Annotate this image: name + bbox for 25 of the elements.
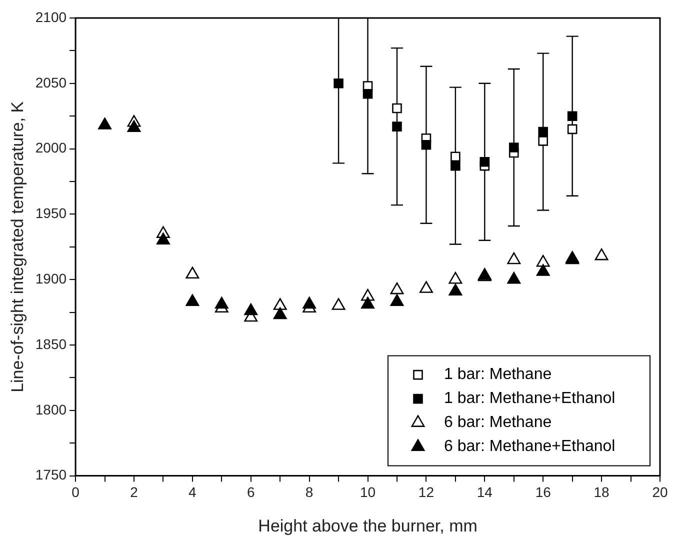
y-tick-label: 1750 (35, 466, 67, 483)
x-tick-label: 2 (130, 484, 138, 500)
legend-label: 1 bar: Methane (444, 366, 552, 384)
legend-label: 1 bar: Methane+Ethanol (444, 390, 616, 408)
x-tick-label: 18 (594, 484, 610, 500)
legend-label: 6 bar: Methane+Ethanol (444, 438, 616, 456)
x-tick-label: 16 (535, 484, 552, 500)
y-tick-label: 1800 (35, 401, 67, 418)
y-tick-label: 1850 (35, 336, 67, 352)
x-tick-label: 6 (246, 484, 255, 500)
y-axis-title: Line-of-sight integrated temperature, K (8, 100, 27, 392)
y-tick-label: 2000 (35, 140, 67, 156)
x-tick-label: 8 (305, 484, 314, 500)
x-axis-title: Height above the burner, mm (258, 516, 478, 536)
y-tick-label: 1950 (35, 205, 67, 222)
x-tick-label: 10 (360, 484, 376, 500)
legend-label: 6 bar: Methane (444, 414, 552, 432)
x-tick-label: 20 (652, 484, 668, 500)
x-tick-label: 14 (476, 484, 493, 500)
x-tick-label: 12 (418, 484, 434, 500)
y-tick-label: 2050 (35, 74, 67, 90)
y-tick-label: 2100 (35, 8, 67, 25)
y-tick-label: 1900 (35, 270, 67, 286)
x-tick-label: 4 (188, 484, 197, 500)
x-tick-label: 0 (72, 484, 80, 500)
